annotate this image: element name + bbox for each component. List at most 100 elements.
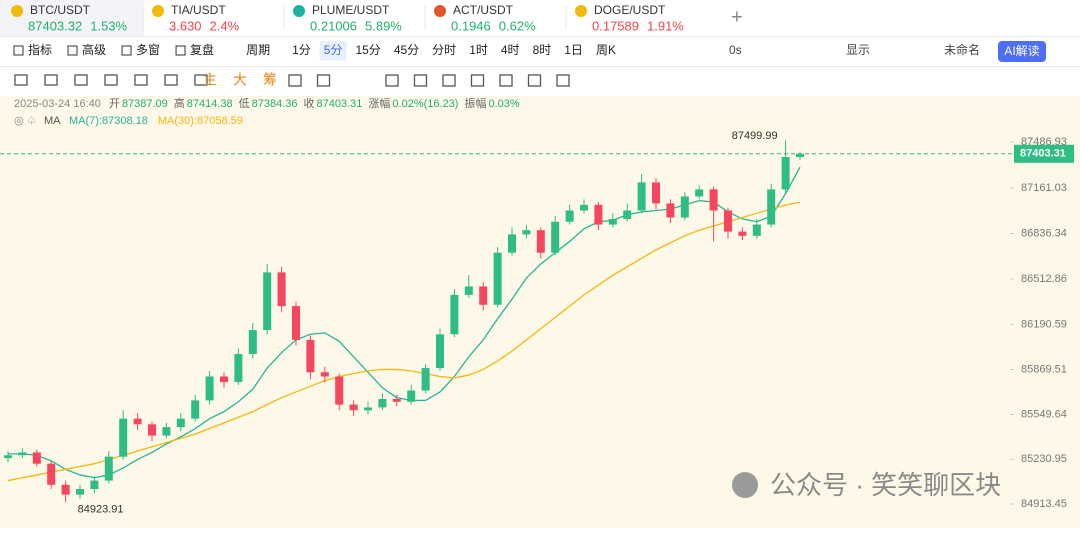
candle-body [464,286,473,295]
candle-body [565,210,574,222]
period-button[interactable]: 15分 [355,43,380,57]
candle-body [652,182,660,204]
period-selected-bg [319,41,347,61]
draw-tool[interactable] [288,74,302,87]
candle-body [306,339,315,373]
toolbar-right[interactable]: 0s [729,43,742,57]
draw-tool[interactable] [556,74,570,87]
high-label: 87499.99 [732,130,778,142]
candle-body [191,400,200,419]
draw-tool[interactable] [194,74,208,86]
candle-body [205,376,214,401]
period-button[interactable]: 8时 [533,43,552,57]
ai-button-bg[interactable] [998,41,1046,62]
draw-tool[interactable] [499,74,513,87]
tab-price: 0.21006 [310,18,357,33]
last-price-label: 87403.31 [1020,148,1066,160]
info-value: 87387.09 [122,98,168,110]
draw-tool[interactable] [44,74,58,86]
marker-button[interactable]: 筹 [263,72,277,88]
candle-body [32,452,41,464]
draw-tool[interactable] [413,74,428,87]
y-tick-label: 86190.59 [1021,318,1067,330]
candle-body [277,272,286,307]
tab-name[interactable]: ACT/USDT [453,3,514,17]
candle-body [781,157,790,190]
candle-body [119,418,128,457]
period-button[interactable]: 4时 [501,43,520,57]
toolbar-right[interactable]: 未命名 [944,42,980,57]
add-tab[interactable]: + [731,6,743,28]
period-button[interactable]: 分时 [432,43,456,57]
toolbar-button[interactable]: 多窗 [136,43,160,57]
tab-price: 0.1946 [451,18,491,33]
tab-name[interactable]: BTC/USDT [30,3,91,17]
tab-name[interactable]: TIA/USDT [171,3,226,17]
tab-change: 0.62% [499,18,536,33]
draw-tool[interactable] [470,74,485,87]
draw-tool[interactable] [164,74,178,86]
last-price-tag [1014,144,1074,163]
info-value: 0.03% [488,98,519,110]
candle-body [392,398,401,402]
draw-tool[interactable] [316,74,331,87]
ma-info: MA(7):87308.18 [69,115,148,127]
candle-body [76,489,84,495]
tool-icon [121,45,132,56]
candle-body [709,189,718,211]
period-button[interactable]: 5分 [324,43,343,57]
candle-body [104,456,113,481]
candle-body [292,306,300,340]
toolbar-button[interactable]: 高级 [82,42,106,57]
tab-icon [434,5,446,17]
candle-body [320,372,329,377]
draw-tool[interactable] [14,74,28,86]
tab-price: 0.17589 [592,18,639,33]
candle-body [796,153,804,158]
ma-toggle[interactable]: ◎ ♤ [14,115,37,127]
info-label: 低 [239,97,250,110]
candle-body [349,404,358,411]
info-label: 开 [109,98,120,110]
period-button[interactable]: 1时 [469,43,488,57]
candle-body [4,455,12,459]
ai-button[interactable]: AI解读 [1004,44,1039,58]
toolbar-button[interactable]: 复盘 [190,42,214,57]
tab-icon [575,5,587,17]
draw-tool[interactable] [134,74,148,86]
candle-body [90,480,99,490]
draw-tool[interactable] [442,74,456,87]
period-button[interactable]: 周K [596,43,616,57]
tab-name[interactable]: DOGE/USDT [594,3,666,17]
toolbar-button[interactable]: 指标 [28,42,52,57]
tab-icon [293,5,305,17]
period-button[interactable]: 1分 [292,43,311,57]
draw-tool[interactable] [527,74,542,87]
candle-body [47,463,56,485]
info-value: 87384.36 [252,98,298,110]
draw-tool[interactable] [74,74,88,86]
candle-body [666,203,675,218]
candle-body [580,204,588,211]
candle-body [522,230,531,235]
candle-body [536,230,545,253]
tab-icon [11,5,23,17]
tab-price: 3.630 [169,18,202,33]
info-label: 收 [304,96,315,110]
tab-icon [152,5,164,17]
toolbar-right[interactable]: 显示 [846,43,870,57]
tab-name[interactable]: PLUME/USDT [312,3,390,17]
draw-tool[interactable] [104,74,118,86]
draw-tool[interactable] [385,74,399,87]
y-tick-label: 86836.34 [1021,227,1067,239]
info-value: 87403.31 [317,98,363,110]
chart-bg [0,96,1080,528]
marker-button[interactable]: 大 [233,72,247,88]
candle-body [436,334,444,369]
marker-button[interactable]: 主 [203,72,217,88]
period-button[interactable]: 1日 [564,43,583,57]
candle-body [162,427,171,436]
period-button[interactable]: 45分 [394,43,419,57]
candle-body [767,189,776,225]
period-label[interactable]: 周期 [246,43,270,57]
